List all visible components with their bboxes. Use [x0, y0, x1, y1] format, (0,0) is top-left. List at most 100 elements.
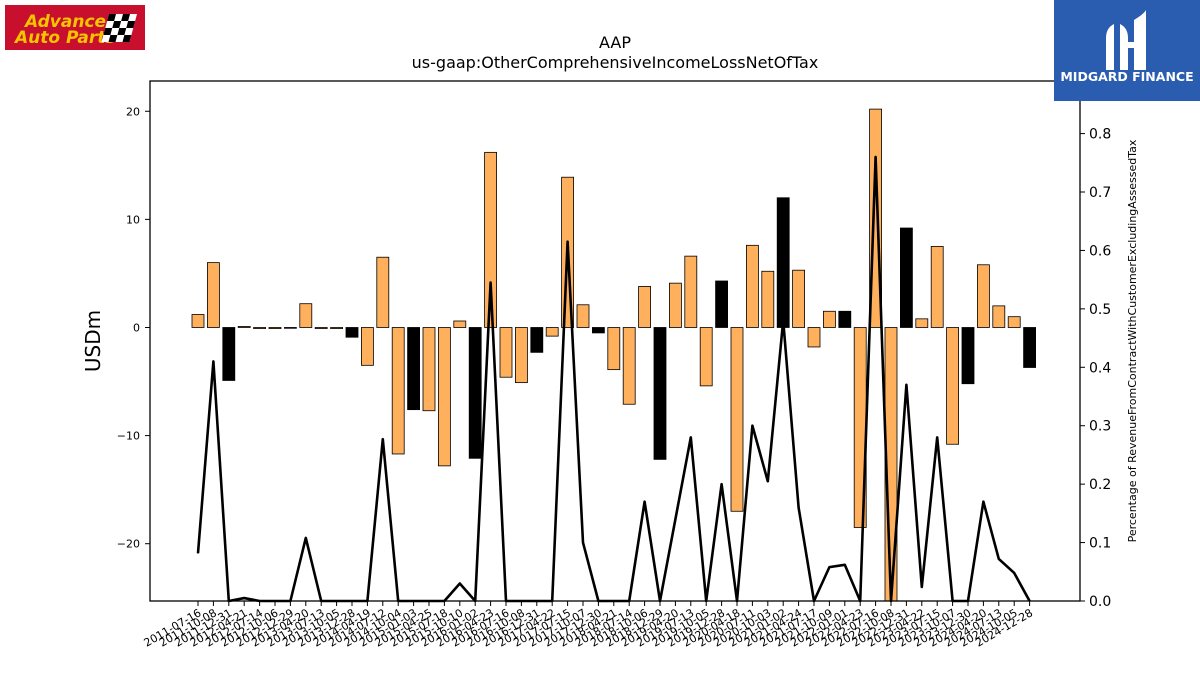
bar-2016-01-02 [468, 327, 482, 459]
bar-2015-01-03 [407, 327, 421, 411]
bar-2012-10-06 [268, 327, 282, 329]
y-tick-label: 20 [126, 105, 140, 118]
bar-2012-07-14 [253, 327, 267, 329]
line-point-2017-07-15 [567, 241, 569, 243]
line-point-2019-04-20 [674, 518, 677, 520]
bar-2013-10-05 [330, 327, 344, 329]
bar-series [191, 108, 1036, 602]
logo-text: MIDGARD FINANCE [1060, 69, 1193, 84]
line-point-2024-04-20 [982, 501, 985, 503]
y2-tick-label: 0.7 [1089, 185, 1111, 201]
line-point-2015-10-10 [459, 582, 461, 585]
ratio-line-series [196, 155, 1031, 603]
bar-2023-07-15 [930, 246, 944, 328]
bar-2011-10-08 [206, 262, 220, 328]
bar-2012-12-29 [283, 327, 297, 329]
bar-2023-12-30 [961, 327, 975, 385]
y-tick-label: 10 [126, 213, 140, 226]
bar-2016-10-08 [515, 327, 528, 384]
line-point-2011-10-08 [212, 360, 214, 363]
bar-2024-12-28 [1023, 327, 1036, 368]
logo-text-line1: Advance [23, 12, 106, 32]
ratio-line [196, 155, 1031, 603]
y2-tick-label: 0.4 [1089, 360, 1111, 376]
y2-tick-label: 0.8 [1089, 127, 1111, 143]
midgard-finance-logo: MIDGARD FINANCE [1054, 0, 1200, 101]
bar-2016-07-16 [499, 327, 513, 378]
line-point-2012-04-21 [243, 597, 245, 599]
line-point-2014-07-12 [382, 438, 384, 440]
y2-axis-label: Percentage of RevenueFromContractWithCus… [1126, 139, 1139, 542]
y-axis-label: USDm [81, 310, 105, 372]
bar-2014-04-19 [360, 327, 374, 366]
plot-frame [149, 80, 1081, 602]
bar-2016-12-31 [530, 327, 544, 353]
bar-2018-04-21 [607, 327, 621, 371]
bar-2015-07-18 [437, 327, 451, 467]
bar-2017-10-07 [576, 304, 590, 328]
bar-2016-04-23 [484, 151, 498, 328]
bar-2013-12-28 [345, 327, 359, 338]
bar-2013-07-13 [314, 327, 328, 329]
y2-tick-label: 0.2 [1089, 477, 1111, 493]
line-point-2022-07-16 [875, 156, 877, 158]
bar-2019-10-05 [699, 327, 713, 387]
bar-2021-04-24 [792, 269, 805, 328]
line-point-2018-10-06 [644, 501, 646, 503]
line-point-2020-10-03 [767, 480, 769, 482]
line-point-2013-04-20 [305, 537, 307, 539]
bar-2015-04-25 [422, 327, 436, 412]
chart-title: AAP [599, 33, 631, 52]
midgard-emblem-icon [1106, 10, 1146, 70]
y2-axis-ticks: 0.0 0.1 0.2 0.3 0.4 0.5 0.6 0.7 0.8 [1080, 127, 1111, 610]
bar-2018-10-06 [638, 286, 651, 328]
line-point-2021-10-09 [828, 566, 831, 568]
line-point-2024-07-13 [998, 558, 1000, 560]
bar-2022-01-01 [838, 310, 852, 328]
line-point-2011-07-16 [197, 552, 199, 554]
bar-2023-04-22 [915, 318, 929, 328]
bar-2024-07-13 [992, 305, 1006, 328]
logo-text-line2: Auto Parts [13, 28, 115, 48]
line-point-2020-07-11 [751, 425, 754, 427]
line-point-2019-07-13 [690, 436, 692, 438]
y-tick-label: −10 [117, 430, 140, 443]
line-point-2022-01-01 [844, 564, 846, 566]
line-point-2017-10-07 [582, 541, 584, 544]
bar-2021-10-09 [823, 310, 836, 328]
bar-2020-10-03 [761, 270, 775, 328]
bar-2024-04-20 [977, 264, 990, 328]
bar-2015-10-10 [453, 320, 467, 328]
checkered-flag-icon [101, 14, 137, 42]
y2-tick-label: 0.6 [1089, 243, 1111, 259]
y2-tick-label: 0.3 [1089, 419, 1111, 435]
bar-2011-12-31 [222, 327, 236, 381]
bar-2018-12-29 [653, 327, 667, 460]
x-axis-ticks: 2011-07-162011-10-082011-12-312012-04-21… [142, 601, 1035, 650]
bar-2012-04-21 [237, 326, 251, 328]
bar-2011-07-16 [191, 314, 205, 328]
bar-2021-01-02 [776, 197, 790, 328]
bar-2018-07-14 [622, 327, 636, 405]
bar-2019-07-13 [684, 255, 698, 328]
bar-2017-12-30 [592, 327, 605, 334]
line-point-2021-01-02 [782, 319, 784, 322]
line-point-2016-04-23 [490, 281, 492, 284]
y-axis-ticks: −20 −10 0 10 20 [117, 105, 150, 551]
bar-2017-04-22 [545, 327, 559, 337]
chart-subtitle: us-gaap:OtherComprehensiveIncomeLossNetO… [412, 53, 819, 72]
line-point-2021-04-24 [798, 506, 800, 509]
line-point-2023-07-15 [936, 436, 938, 438]
y-tick-label: −20 [117, 538, 140, 551]
bar-2022-12-31 [900, 227, 913, 328]
bar-2020-04-18 [730, 327, 744, 512]
line-point-2019-12-28 [721, 483, 723, 485]
bar-2013-04-20 [299, 303, 313, 328]
y2-tick-label: 0.0 [1089, 594, 1111, 610]
bar-2019-04-20 [669, 282, 682, 328]
bar-2014-10-04 [391, 327, 405, 455]
bar-2020-07-11 [746, 244, 759, 328]
y2-tick-label: 0.1 [1089, 536, 1111, 552]
line-point-2022-12-31 [905, 384, 908, 386]
